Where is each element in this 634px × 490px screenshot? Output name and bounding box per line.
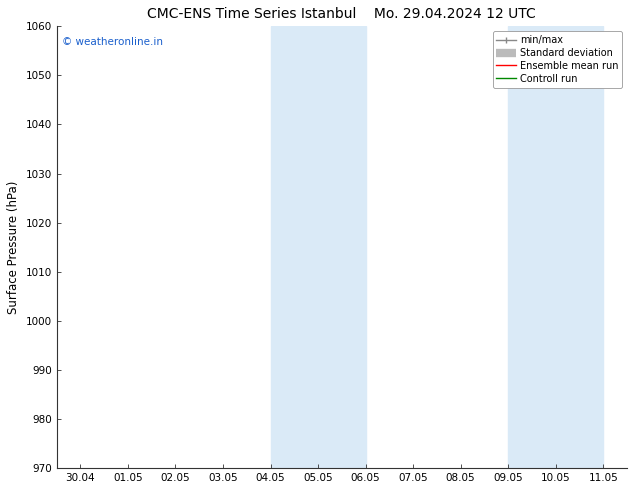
Title: CMC-ENS Time Series Istanbul    Mo. 29.04.2024 12 UTC: CMC-ENS Time Series Istanbul Mo. 29.04.2… (148, 7, 536, 21)
Text: © weatheronline.in: © weatheronline.in (62, 37, 164, 48)
Bar (271, 26, 366, 468)
Legend: min/max, Standard deviation, Ensemble mean run, Controll run: min/max, Standard deviation, Ensemble me… (493, 31, 622, 88)
Bar (508, 26, 604, 468)
Y-axis label: Surface Pressure (hPa): Surface Pressure (hPa) (7, 180, 20, 314)
